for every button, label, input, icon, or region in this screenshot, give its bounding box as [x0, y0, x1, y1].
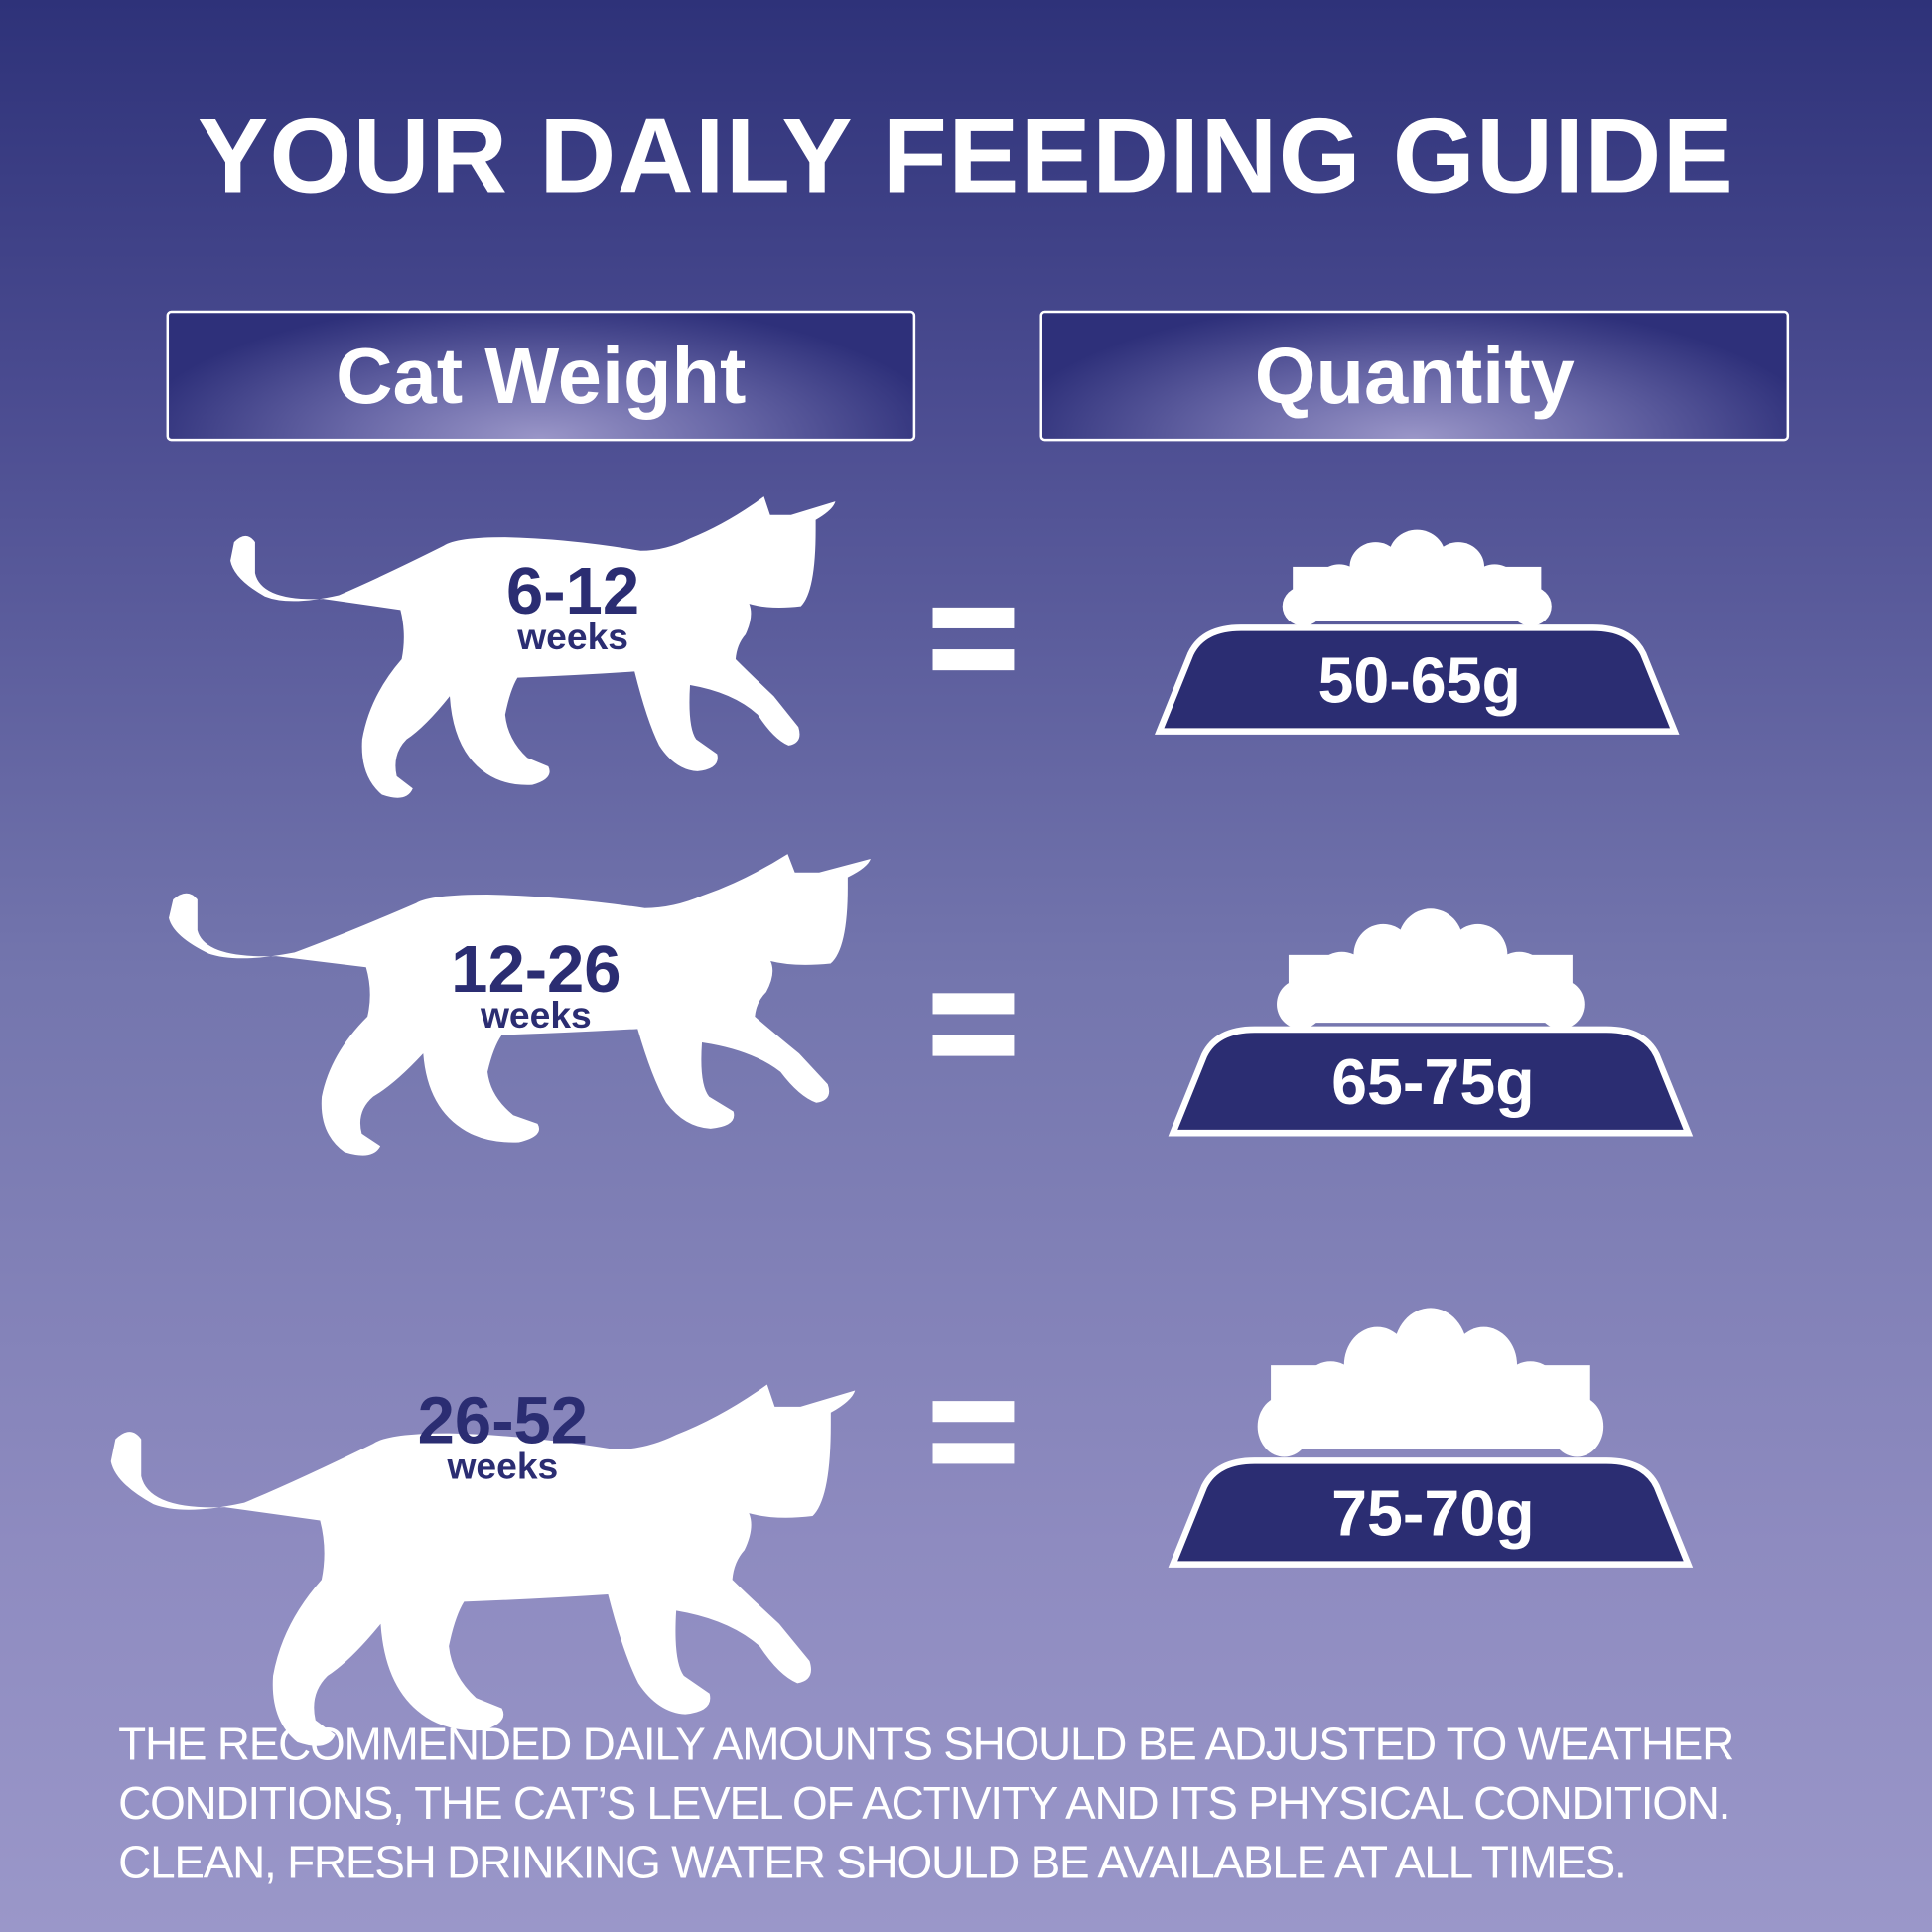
age-label-2: 12-26 weeks — [451, 932, 621, 1036]
quantity-1: 50-65g — [1317, 645, 1521, 718]
footer-line-3: CLEAN, FRESH DRINKING WATER SHOULD BE AV… — [118, 1837, 1627, 1888]
food-pile-2 — [1277, 908, 1585, 1030]
quantity-3: 75-70g — [1331, 1478, 1535, 1551]
footer-note: THE RECOMMENDED DAILY AMOUNTS SHOULD BE … — [118, 1716, 1819, 1893]
age-label-3: 26-52 weeks — [417, 1383, 589, 1488]
page-title: YOUR DAILY FEEDING GUIDE — [197, 97, 1735, 216]
footer-line-2: CONDITIONS, THE CAT’S LEVEL OF ACTIVITY … — [118, 1777, 1730, 1829]
header-quantity: Quantity — [1039, 310, 1790, 442]
age-label-1: 6-12 weeks — [506, 554, 640, 658]
food-pile-3 — [1257, 1308, 1604, 1457]
quantity-2: 65-75g — [1331, 1046, 1535, 1119]
food-pile-1 — [1282, 529, 1552, 626]
footer-line-1: THE RECOMMENDED DAILY AMOUNTS SHOULD BE … — [118, 1719, 1734, 1770]
header-cat-weight: Cat Weight — [166, 310, 916, 442]
